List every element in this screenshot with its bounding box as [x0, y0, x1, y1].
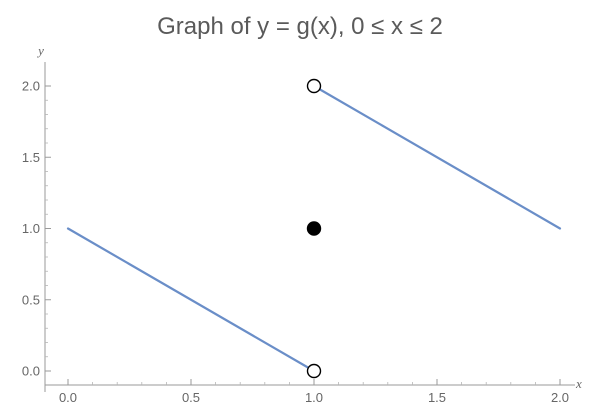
y-ticks: 0.0 0.5 1.0 1.5 2.0 — [22, 79, 51, 379]
x-ticks: 0.0 0.5 1.0 1.5 2.0 — [59, 379, 569, 405]
y-tick-label: 1.0 — [22, 221, 40, 236]
y-axis: y 0.0 0.5 1.0 1.5 2.0 — [22, 43, 51, 392]
plot-lines — [66, 84, 562, 373]
x-tick-label: 0.0 — [59, 390, 77, 405]
y-tick-label: 0.5 — [22, 292, 40, 307]
y-tick-label: 1.5 — [22, 150, 40, 165]
x-tick-label: 1.0 — [305, 390, 323, 405]
x-axis-label: x — [575, 376, 582, 391]
x-tick-label: 2.0 — [551, 390, 569, 405]
series-line-1 — [66, 227, 316, 373]
series-line-2 — [312, 84, 562, 230]
x-tick-label: 1.5 — [428, 390, 446, 405]
y-tick-label: 2.0 — [22, 79, 40, 94]
filled-point — [306, 221, 322, 236]
x-tick-label: 0.5 — [182, 390, 200, 405]
y-axis-label: y — [36, 43, 44, 58]
open-point — [306, 78, 322, 94]
y-tick-label: 0.0 — [22, 364, 40, 379]
chart-title: Graph of y = g(x), 0 ≤ x ≤ 2 — [157, 13, 443, 40]
plot-points — [306, 78, 322, 379]
x-axis: x 0.0 0.5 1.0 1.5 2.0 — [45, 376, 582, 405]
open-point — [306, 363, 322, 379]
